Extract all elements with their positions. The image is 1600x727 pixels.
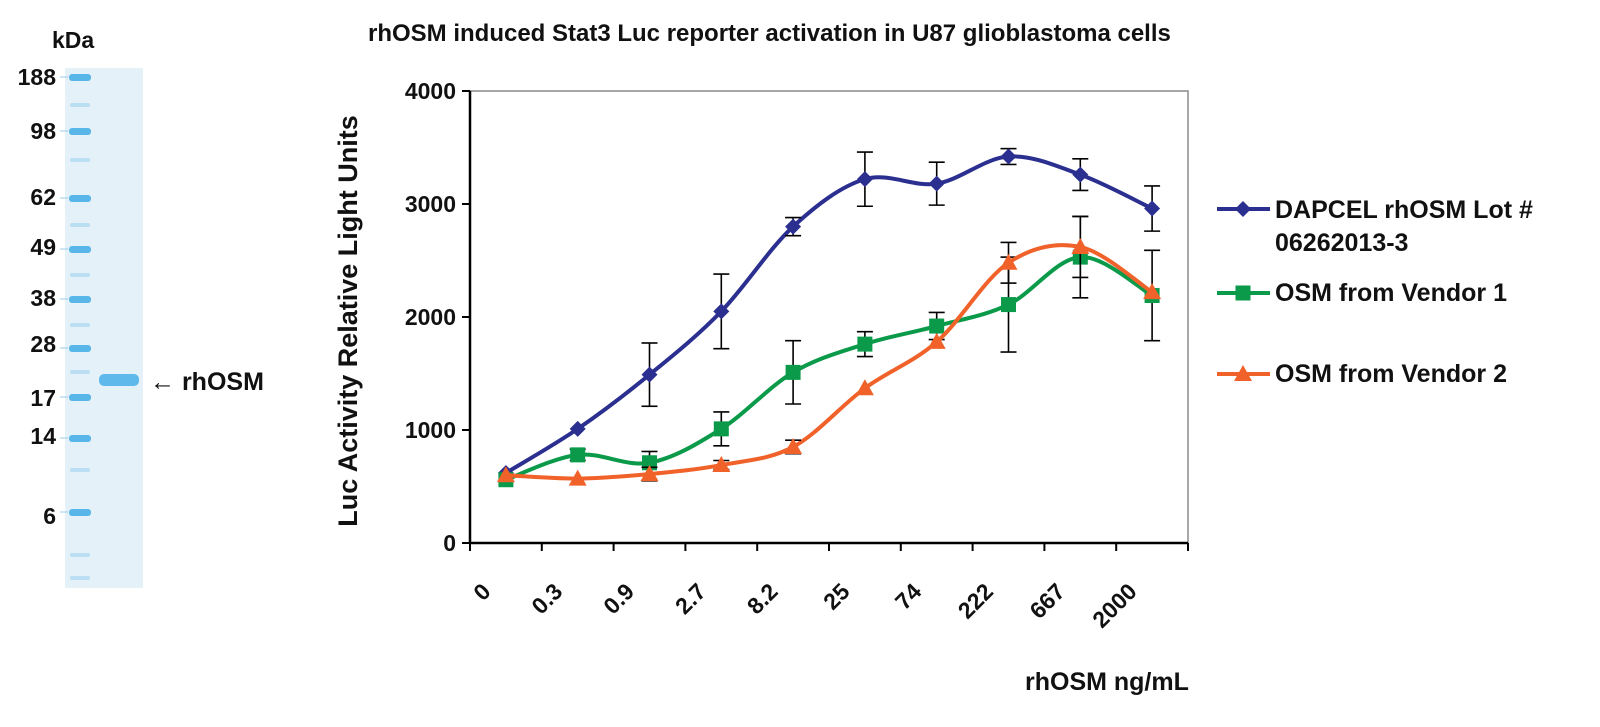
- chart-legend: DAPCEL rhOSM Lot # 06262013-3 OSM from V…: [1215, 0, 1595, 727]
- data-point: [999, 253, 1018, 270]
- marker-smear: [70, 468, 90, 472]
- data-point: [927, 332, 946, 349]
- data-point: [568, 469, 587, 486]
- data-point: [496, 466, 515, 483]
- marker-label-14: 14: [30, 423, 56, 449]
- sample-band-label: ← rhOSM: [150, 368, 264, 396]
- y-tick-label: 4000: [405, 78, 456, 104]
- marker-smear: [70, 273, 90, 277]
- gel-unit-label: kDa: [52, 27, 95, 53]
- marker-label-49: 49: [30, 234, 56, 260]
- data-point: [1144, 200, 1161, 217]
- legend-label-line: 06262013-3: [1275, 229, 1409, 257]
- gel-panel: kDa 188 98 62 49 38 28 17 14 6 ← rhOSM: [0, 0, 290, 727]
- marker-smear: [70, 103, 90, 107]
- y-axis-label: Luc Activity Relative Light Units: [333, 115, 363, 527]
- x-axis-label: rhOSM ng/mL: [1025, 668, 1189, 696]
- series-2: [498, 215, 1161, 488]
- marker-smear: [70, 370, 90, 374]
- data-point: [929, 318, 945, 334]
- gel-lane-background: [65, 68, 143, 588]
- data-point: [784, 437, 803, 454]
- legend-marker-series-1: [1235, 201, 1251, 217]
- x-tick-label: 74: [890, 578, 927, 615]
- marker-label-62: 62: [30, 184, 56, 210]
- marker-band: [69, 296, 91, 303]
- x-tick-label: 8.2: [742, 578, 783, 619]
- marker-band: [69, 246, 91, 253]
- marker-label-17: 17: [30, 385, 56, 411]
- x-tick-label: 2000: [1087, 578, 1142, 633]
- legend-label-series-3: OSM from Vendor 2: [1275, 360, 1507, 388]
- marker-band: [69, 195, 91, 202]
- sample-band: [99, 374, 139, 386]
- marker-label-38: 38: [30, 285, 56, 311]
- y-tick-label: 0: [443, 530, 456, 556]
- series-1: [497, 147, 1161, 481]
- data-point: [785, 218, 802, 235]
- legend-marker-series-3: [1234, 365, 1252, 381]
- data-point: [713, 303, 730, 320]
- y-tick-label: 1000: [405, 417, 456, 443]
- x-tick-label: 0.9: [598, 578, 639, 619]
- series-1-line: [503, 154, 1155, 475]
- legend-label-series-2: OSM from Vendor 1: [1275, 279, 1507, 307]
- series-3: [496, 215, 1162, 486]
- legend-label-series-1: DAPCEL rhOSM Lot # 06262013-3: [1275, 194, 1533, 260]
- x-tick-label: 667: [1024, 578, 1070, 624]
- marker-band: [69, 128, 91, 135]
- data-point: [1071, 237, 1090, 254]
- data-point: [1143, 283, 1162, 300]
- series-3-line: [503, 243, 1155, 481]
- marker-band: [69, 74, 91, 81]
- legend-marker-series-2: [1235, 285, 1251, 301]
- series-2-line: [503, 255, 1155, 482]
- marker-band: [69, 509, 91, 516]
- data-point: [713, 421, 729, 437]
- data-point: [712, 456, 731, 473]
- data-point: [1001, 297, 1016, 313]
- gel-image: [60, 68, 143, 588]
- data-point: [785, 364, 801, 380]
- data-point: [855, 379, 874, 396]
- x-tick-label: 0: [468, 578, 495, 605]
- marker-smear: [70, 576, 90, 580]
- marker-label-98: 98: [30, 118, 56, 144]
- marker-label-6: 6: [43, 503, 56, 529]
- data-point: [857, 336, 873, 352]
- data-point: [1000, 148, 1017, 165]
- y-tick-label: 2000: [405, 304, 456, 330]
- marker-smear: [70, 323, 90, 327]
- data-point: [640, 465, 659, 482]
- data-point: [1072, 166, 1089, 183]
- x-tick-label: 0.3: [526, 578, 567, 619]
- data-point: [569, 420, 586, 437]
- marker-smear: [70, 158, 90, 162]
- x-tick-label: 2.7: [670, 578, 711, 619]
- marker-label-28: 28: [30, 331, 56, 357]
- data-point: [641, 366, 658, 383]
- data-point: [856, 171, 873, 188]
- data-point: [570, 447, 586, 463]
- marker-label-188: 188: [17, 64, 56, 90]
- marker-band: [69, 394, 91, 401]
- marker-smear: [70, 223, 90, 227]
- marker-band: [69, 435, 91, 442]
- marker-band: [69, 345, 91, 352]
- x-tick-label: 25: [818, 578, 855, 615]
- marker-smear: [70, 553, 90, 557]
- legend-label-line: DAPCEL rhOSM Lot #: [1275, 196, 1533, 224]
- chart-title: rhOSM induced Stat3 Luc reporter activat…: [368, 20, 1171, 47]
- x-tick-label: 222: [953, 578, 999, 624]
- data-point: [928, 175, 945, 192]
- y-tick-label: 3000: [405, 191, 456, 217]
